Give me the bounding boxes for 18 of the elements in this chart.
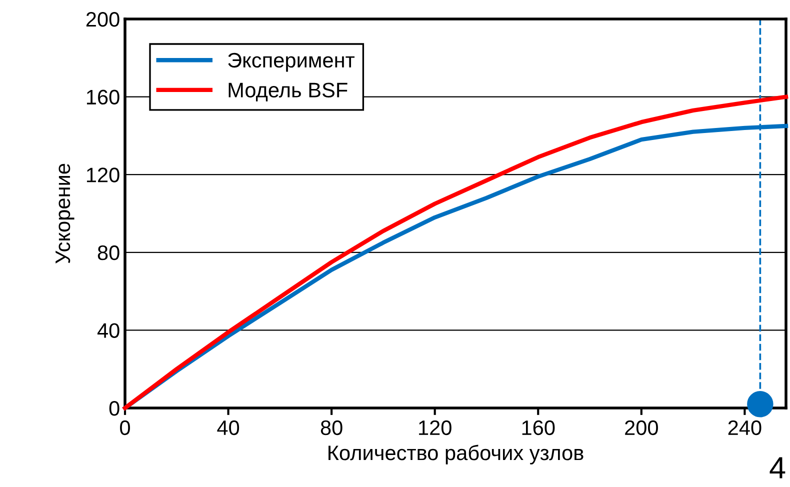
x-tick-label: 0 <box>120 420 130 436</box>
x-tick-label: 240 <box>728 420 762 436</box>
x-tick-label: 40 <box>217 420 240 436</box>
y-tick-label: 160 <box>86 90 120 105</box>
x-tick-label: 200 <box>625 420 658 436</box>
y-tick-label: 0 <box>109 401 120 416</box>
y-tick-label: 120 <box>86 168 120 182</box>
y-tick-label: 80 <box>98 245 120 260</box>
legend-label: Эксперимент <box>228 52 355 72</box>
y-tick-label: 40 <box>97 323 120 338</box>
x-tick-label: 160 <box>522 420 555 436</box>
text: 4 <box>770 457 786 478</box>
x-tick-label: 80 <box>320 420 342 436</box>
legend-label: Модель BSF <box>228 82 348 102</box>
x-axis-title: Количество рабочих узлов <box>328 444 584 464</box>
x-tick-label: 120 <box>419 420 452 436</box>
y-axis-title: Ускорение <box>56 164 74 264</box>
y-tick-label: 200 <box>86 12 120 27</box>
